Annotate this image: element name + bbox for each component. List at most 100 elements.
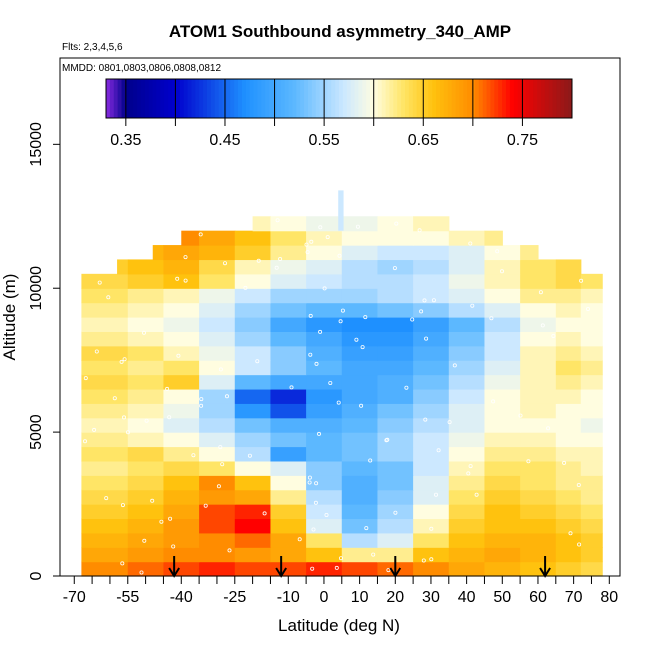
heatmap-cell: [341, 475, 379, 491]
heatmap-cell: [413, 489, 450, 505]
heatmap-cell: [377, 518, 414, 534]
heatmap-cell: [341, 374, 379, 390]
colorbar-swatch: [144, 79, 150, 118]
heatmap-cell: [234, 446, 272, 462]
heatmap-cell: [484, 460, 521, 476]
heatmap-cell: [580, 460, 603, 476]
heatmap-cell: [448, 288, 486, 304]
heatmap-cell: [341, 317, 379, 332]
colorbar-swatch: [175, 79, 181, 118]
heatmap-cell: [413, 460, 450, 476]
heatmap-cell: [270, 518, 307, 534]
heatmap-cell: [448, 331, 486, 347]
sample-point: [586, 306, 591, 311]
heatmap-cell: [377, 230, 414, 246]
sample-point: [421, 558, 426, 563]
colorbar-swatch: [354, 79, 359, 118]
heatmap-cell: [127, 403, 165, 419]
sample-point: [386, 568, 391, 573]
heatmap-cell: [377, 288, 414, 304]
heatmap-cell: [306, 216, 343, 232]
sample-point: [324, 513, 329, 518]
y-tick-label: 0: [28, 571, 45, 580]
heatmap-cell: [199, 374, 236, 390]
heatmap-cell: [377, 216, 414, 232]
heatmap-cell: [580, 417, 603, 433]
heatmap-cell: [234, 532, 272, 548]
heatmap-cell: [127, 273, 165, 289]
heatmap-cell: [199, 504, 236, 520]
heatmap-cell: [377, 403, 414, 419]
colorbar-swatch: [241, 79, 247, 118]
colorbar-swatch: [486, 79, 491, 118]
heatmap-cell: [413, 374, 450, 390]
x-tick-label: -70: [63, 589, 86, 606]
heatmap-cell: [270, 216, 307, 232]
sample-point: [83, 376, 88, 381]
colorbar-swatch: [525, 79, 530, 118]
colorbar-swatch: [206, 79, 212, 118]
sample-point: [203, 503, 208, 508]
heatmap-cell: [484, 561, 521, 577]
heatmap-cell: [377, 273, 414, 289]
heatmap-cell: [306, 417, 343, 433]
heatmap-cell: [520, 460, 557, 476]
colorbar-swatch: [319, 79, 324, 118]
colorbar-swatch: [296, 79, 301, 118]
colorbar-swatch: [203, 79, 208, 118]
heatmap-cell: [413, 216, 450, 232]
colorbar-swatch: [253, 79, 258, 118]
sample-point: [364, 526, 369, 531]
sample-point: [120, 561, 125, 566]
heatmap-cell: [448, 360, 486, 376]
sample-point: [106, 295, 111, 300]
heatmap-cell: [163, 417, 200, 433]
heatmap-cell: [520, 547, 557, 563]
heatmap-cell: [484, 345, 521, 361]
heatmap-cell: [520, 288, 557, 304]
colorbar-swatch: [420, 79, 425, 118]
heatmap-cell: [270, 230, 307, 246]
heatmap-cell: [306, 331, 343, 347]
heatmap-cell: [448, 403, 486, 419]
heatmap-cell: [448, 273, 486, 289]
heatmap-cell: [81, 446, 129, 462]
sample-point: [431, 298, 436, 303]
sample-point: [199, 397, 204, 402]
colorbar-swatch: [199, 79, 204, 118]
colorbar-swatch: [560, 79, 565, 118]
heatmap-cell: [306, 460, 343, 476]
heatmap-cell: [448, 561, 486, 577]
colorbar-swatch: [416, 79, 422, 118]
heatmap-cell: [127, 460, 165, 476]
x-tick-label: 50: [493, 589, 511, 606]
heatmap-cell: [484, 489, 521, 505]
colorbar-swatch: [125, 79, 130, 118]
sample-point: [159, 519, 164, 524]
heatmap-cell: [127, 561, 165, 577]
sample-point: [470, 303, 475, 308]
heatmap-cell: [341, 360, 379, 376]
sample-point: [313, 500, 318, 505]
sample-point: [468, 241, 473, 246]
heatmap-cell: [234, 273, 272, 289]
heatmap-cell: [413, 388, 450, 404]
heatmap-cell: [163, 259, 200, 275]
colorbar-swatch: [109, 79, 115, 118]
heatmap-cell: [234, 259, 272, 275]
heatmap-cell: [413, 532, 450, 548]
colorbar-swatch: [210, 79, 216, 118]
heatmap-cell: [580, 489, 603, 505]
heatmap-cell: [163, 518, 200, 534]
sample-point: [518, 413, 523, 418]
heatmap-cell: [234, 288, 272, 304]
heatmap-cell: [163, 432, 200, 448]
sample-point: [322, 286, 327, 291]
heatmap-cell: [377, 475, 414, 491]
colorbar-swatch: [397, 79, 402, 118]
y-axis: 0 5000 10000 15000: [28, 122, 60, 580]
heatmap-cell: [163, 302, 200, 318]
x-tick-label: -10: [277, 589, 300, 606]
colorbar-swatch: [113, 79, 119, 118]
heatmap-cell: [341, 417, 379, 433]
